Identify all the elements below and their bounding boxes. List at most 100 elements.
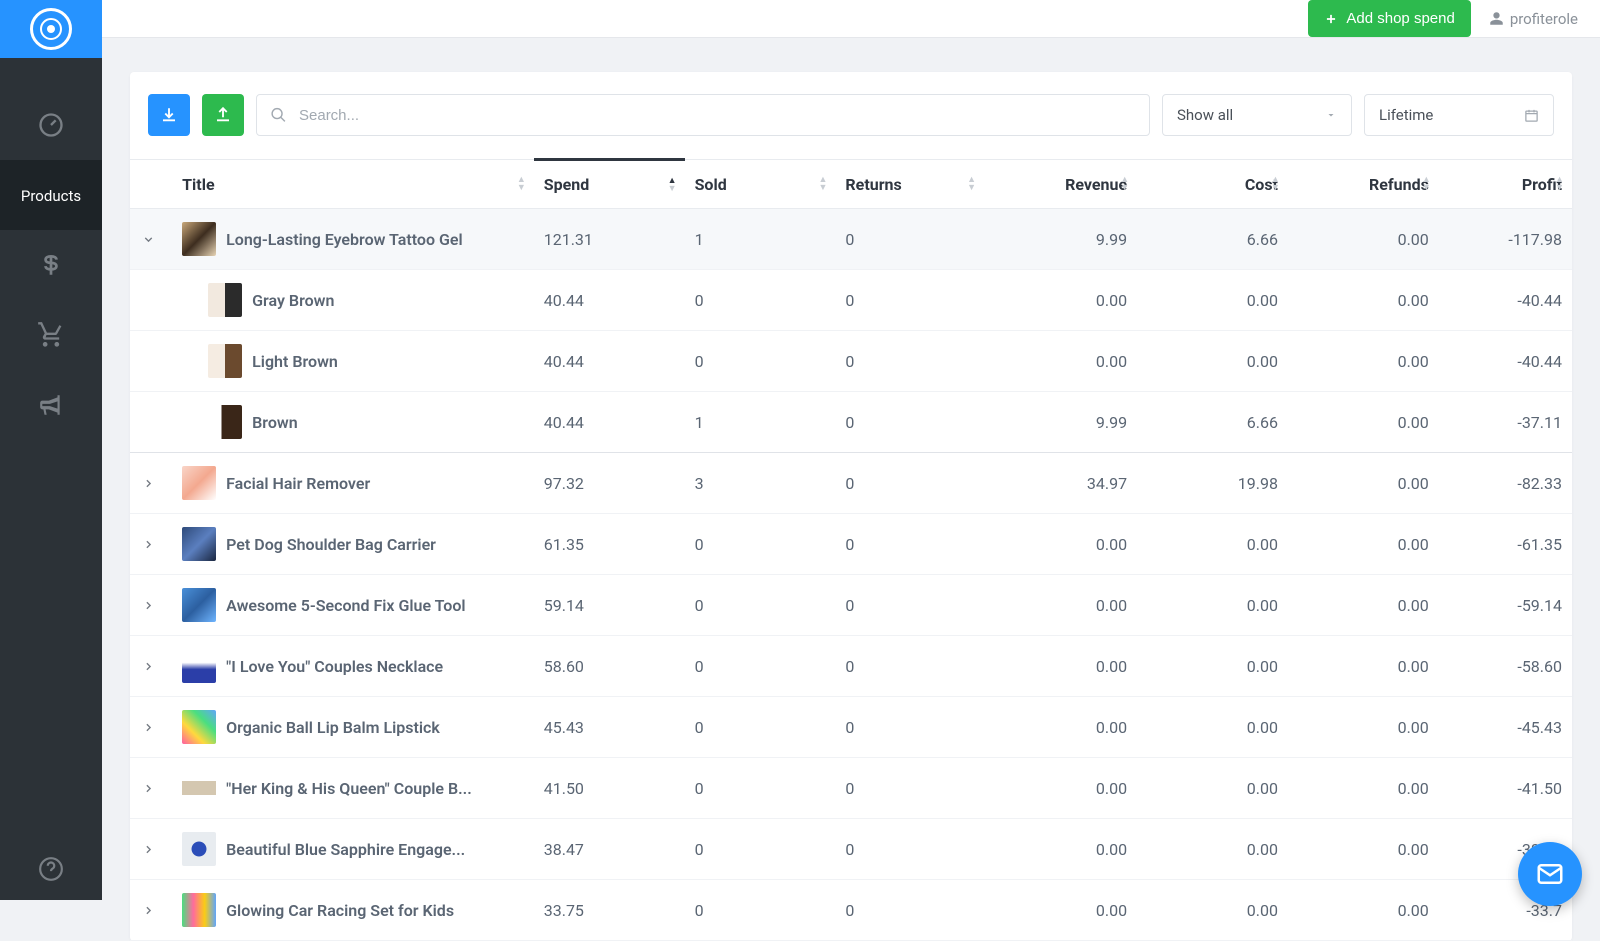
- date-range-select[interactable]: Lifetime: [1364, 94, 1554, 136]
- cell-refunds: 0.00: [1288, 270, 1439, 331]
- cell-spend: 40.44: [534, 270, 685, 331]
- upload-button[interactable]: [202, 94, 244, 136]
- cell-sold: 0: [685, 880, 836, 941]
- expand-cell[interactable]: [130, 880, 172, 941]
- chevron-right-icon: [142, 599, 162, 612]
- plus-icon: [1324, 12, 1338, 26]
- dollar-icon: [38, 252, 64, 278]
- expand-cell[interactable]: [130, 636, 172, 697]
- cell-profit: -59.14: [1439, 575, 1572, 636]
- cell-spend: 59.14: [534, 575, 685, 636]
- main: Add shop spend profiterole: [102, 0, 1600, 900]
- product-thumbnail: [182, 527, 216, 561]
- col-sold[interactable]: Sold▲▼: [685, 160, 836, 209]
- username: profiterole: [1510, 10, 1578, 28]
- table-row[interactable]: Pet Dog Shoulder Bag Carrier61.35000.000…: [130, 514, 1572, 575]
- product-title: Light Brown: [252, 352, 338, 371]
- cell-returns: 0: [835, 575, 984, 636]
- mail-fab[interactable]: [1518, 842, 1582, 906]
- title-cell: Gray Brown: [172, 270, 534, 331]
- nav-products[interactable]: Products: [0, 160, 102, 230]
- cell-cost: 0.00: [1137, 575, 1288, 636]
- nav-marketing[interactable]: [0, 370, 102, 440]
- cell-sold: 0: [685, 697, 836, 758]
- filter-select[interactable]: Show all: [1162, 94, 1352, 136]
- product-thumbnail: [208, 283, 242, 317]
- content: Show all Lifetime: [102, 38, 1600, 941]
- col-spend[interactable]: Spend▲▼: [534, 160, 685, 209]
- logo[interactable]: [0, 0, 102, 58]
- cell-revenue: 0.00: [984, 758, 1137, 819]
- table-row[interactable]: "Her King & His Queen" Couple B...41.500…: [130, 758, 1572, 819]
- cell-returns: 0: [835, 819, 984, 880]
- cell-spend: 121.31: [534, 209, 685, 270]
- table-row[interactable]: Light Brown40.44000.000.000.00-40.44: [130, 331, 1572, 392]
- chevron-right-icon: [142, 538, 162, 551]
- product-thumbnail: [182, 588, 216, 622]
- cell-cost: 0.00: [1137, 880, 1288, 941]
- col-cost[interactable]: Cost▲▼: [1137, 160, 1288, 209]
- cell-revenue: 0.00: [984, 331, 1137, 392]
- nav-orders[interactable]: [0, 300, 102, 370]
- expand-cell[interactable]: [130, 697, 172, 758]
- table-row[interactable]: Beautiful Blue Sapphire Engage...38.4700…: [130, 819, 1572, 880]
- search-input[interactable]: [256, 94, 1150, 136]
- upload-icon: [214, 106, 232, 124]
- nav-items: Products: [0, 58, 102, 440]
- nav-dashboard[interactable]: [0, 90, 102, 160]
- cell-profit: -40.44: [1439, 270, 1572, 331]
- cell-spend: 58.60: [534, 636, 685, 697]
- col-revenue[interactable]: Revenue▲▼: [984, 160, 1137, 209]
- table-row[interactable]: Organic Ball Lip Balm Lipstick45.43000.0…: [130, 697, 1572, 758]
- table-row[interactable]: Brown40.44109.996.660.00-37.11: [130, 392, 1572, 453]
- product-title: Long-Lasting Eyebrow Tattoo Gel: [226, 230, 463, 249]
- table-row[interactable]: Long-Lasting Eyebrow Tattoo Gel121.31109…: [130, 209, 1572, 270]
- nav-finance[interactable]: [0, 230, 102, 300]
- cell-cost: 0.00: [1137, 697, 1288, 758]
- col-refunds[interactable]: Refunds▲▼: [1288, 160, 1439, 209]
- cell-spend: 61.35: [534, 514, 685, 575]
- table-row[interactable]: Glowing Car Racing Set for Kids33.75000.…: [130, 880, 1572, 941]
- expand-cell[interactable]: [130, 209, 172, 270]
- user-menu[interactable]: profiterole: [1483, 10, 1584, 28]
- table-row[interactable]: Gray Brown40.44000.000.000.00-40.44: [130, 270, 1572, 331]
- expand-cell[interactable]: [130, 453, 172, 514]
- expand-cell: [130, 331, 172, 392]
- cell-profit: -58.60: [1439, 636, 1572, 697]
- title-cell: Beautiful Blue Sapphire Engage...: [172, 819, 534, 880]
- cell-sold: 0: [685, 758, 836, 819]
- toolbar: Show all Lifetime: [130, 72, 1572, 158]
- product-title: "Her King & His Queen" Couple B...: [226, 779, 472, 798]
- table-row[interactable]: Facial Hair Remover97.323034.9719.980.00…: [130, 453, 1572, 514]
- col-title[interactable]: Title▲▼: [172, 160, 534, 209]
- user-icon: [1489, 11, 1504, 26]
- col-profit[interactable]: Profit▲▼: [1439, 160, 1572, 209]
- table-row[interactable]: Awesome 5-Second Fix Glue Tool59.14000.0…: [130, 575, 1572, 636]
- cell-refunds: 0.00: [1288, 575, 1439, 636]
- expand-cell[interactable]: [130, 514, 172, 575]
- table-header-row: Title▲▼ Spend▲▼ Sold▲▼ Returns▲▼ Revenue…: [130, 160, 1572, 209]
- speedometer-icon: [37, 111, 65, 139]
- cell-spend: 97.32: [534, 453, 685, 514]
- cell-refunds: 0.00: [1288, 514, 1439, 575]
- add-shop-spend-button[interactable]: Add shop spend: [1308, 0, 1470, 37]
- cell-cost: 19.98: [1137, 453, 1288, 514]
- product-thumbnail: [182, 649, 216, 683]
- chevron-down-icon: [142, 233, 162, 246]
- title-cell: Glowing Car Racing Set for Kids: [172, 880, 534, 941]
- table-row[interactable]: "I Love You" Couples Necklace58.60000.00…: [130, 636, 1572, 697]
- expand-cell[interactable]: [130, 575, 172, 636]
- product-title: Organic Ball Lip Balm Lipstick: [226, 718, 440, 737]
- cell-sold: 0: [685, 331, 836, 392]
- product-thumbnail: [182, 710, 216, 744]
- expand-cell[interactable]: [130, 758, 172, 819]
- cell-refunds: 0.00: [1288, 758, 1439, 819]
- col-returns[interactable]: Returns▲▼: [835, 160, 984, 209]
- sort-icon: ▲▼: [1422, 176, 1431, 192]
- nav-help[interactable]: [0, 856, 102, 882]
- cell-sold: 0: [685, 575, 836, 636]
- download-button[interactable]: [148, 94, 190, 136]
- title-cell: Brown: [172, 392, 534, 453]
- expand-cell[interactable]: [130, 819, 172, 880]
- add-button-label: Add shop spend: [1346, 10, 1454, 27]
